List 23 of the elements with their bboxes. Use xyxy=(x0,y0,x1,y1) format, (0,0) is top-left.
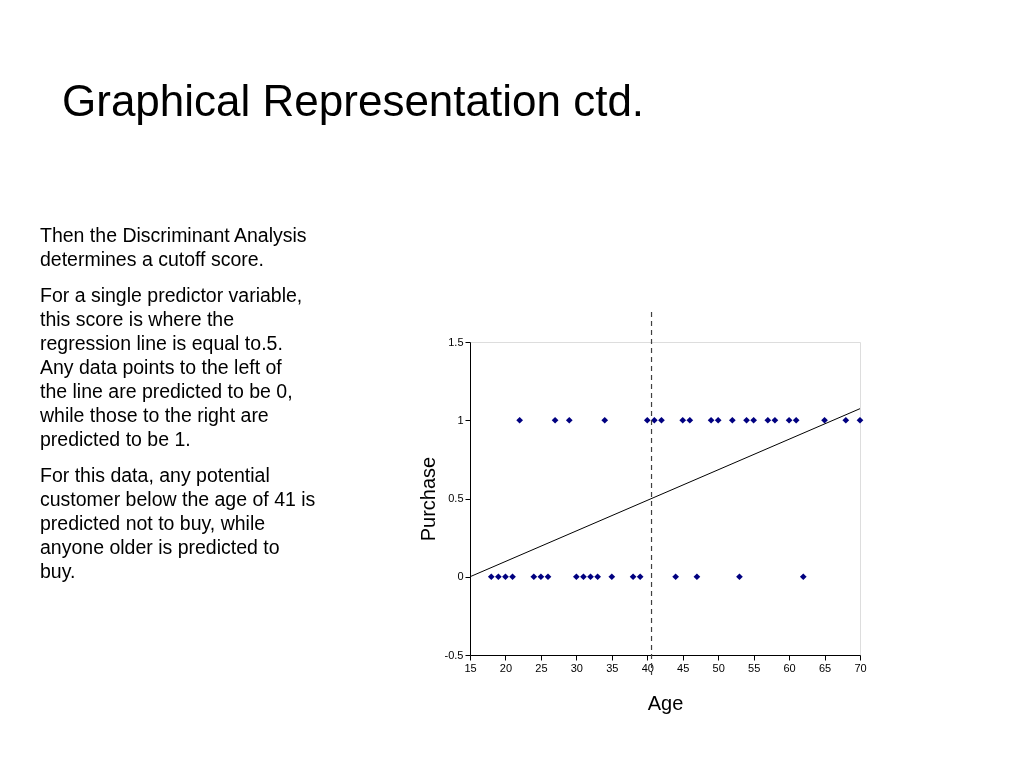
x-tick-label: 65 xyxy=(818,661,832,674)
y-tick-label: 1.5 xyxy=(448,335,464,348)
chart-title: Graphical Representation ctd. xyxy=(62,76,645,125)
y-tick-label: 0 xyxy=(457,570,464,583)
x-tick-label: 60 xyxy=(783,661,796,674)
text: Then the Discriminant Analysis determines a cutoff score. xyxy=(40,224,307,270)
x-tick-label: 55 xyxy=(748,661,761,674)
y-tick-label: 0.5 xyxy=(448,492,464,504)
x-tick-label: 15 xyxy=(464,661,477,674)
y-axis-title: Purchase xyxy=(416,456,439,542)
x-axis-title: Age xyxy=(647,691,684,714)
x-tick-label: 20 xyxy=(499,661,513,674)
x-tick-label: 40 xyxy=(641,661,654,674)
x-tick-label: 25 xyxy=(535,661,548,674)
text: For this data, any potential customer below the age of 41 is predicted not to buy, while anyone older is predicted to buy. xyxy=(40,464,316,582)
x-tick-label: 45 xyxy=(677,661,690,674)
x-tick-label: 70 xyxy=(854,661,867,674)
text: For a single predictor variable, this score is where the regression line is equal to.5. Any data points to the left of the line are predicted to be 0, while those to the right are predicted to be 1. xyxy=(39,284,303,450)
x-tick-label: 30 xyxy=(570,661,583,674)
x-tick-label: 35 xyxy=(606,661,619,674)
y-tick-label: 1 xyxy=(457,413,464,426)
x-tick-label: 50 xyxy=(712,661,725,674)
y-tick-label: -0.5 xyxy=(444,648,464,661)
